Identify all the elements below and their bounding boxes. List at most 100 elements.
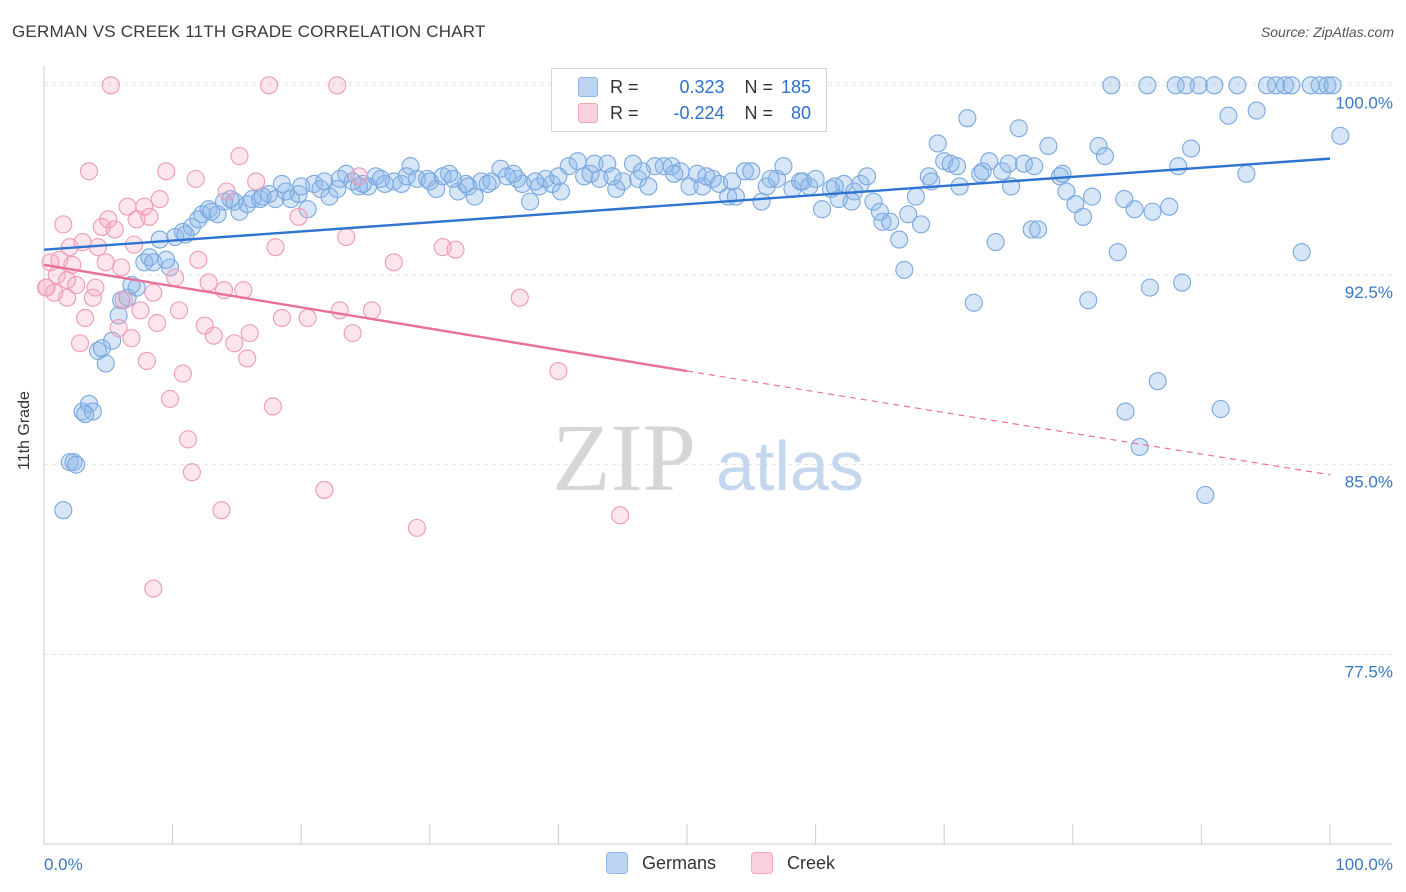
point-german [1102,76,1121,95]
point-german [742,162,761,181]
point-german [1247,101,1266,120]
point-german [986,233,1005,252]
point-german [1189,76,1208,95]
point-creek [157,162,176,181]
point-german [1182,139,1201,158]
point-german [1025,157,1044,176]
point-creek [330,301,349,320]
axes [43,66,1392,845]
point-german [1143,202,1162,221]
point-creek [189,250,208,269]
point-german [54,501,73,520]
point-german [857,167,877,186]
point-german [92,339,111,358]
point-creek [140,207,159,226]
chart-title: GERMAN VS CREEK 11TH GRADE CORRELATION C… [12,22,486,41]
point-german [549,167,568,186]
watermark: ZIP atlas [552,404,864,511]
point-german [1079,291,1098,310]
point-creek [186,169,205,188]
german-swatch [578,77,598,97]
point-german [906,187,925,206]
point-german [928,134,947,153]
point-german [199,200,218,219]
point-german [551,182,571,201]
point-german [1083,187,1102,206]
point-german [1074,207,1093,226]
point-creek [611,506,630,525]
point-german [1318,76,1337,95]
point-german [1130,437,1149,456]
point-german [1057,182,1076,201]
point-creek [549,362,568,381]
stats-legend: R = 0.323 N = 185 R = -0.224 N = 80 [551,68,827,132]
point-german [1275,76,1295,95]
x-tick-label-min: 0.0% [44,855,83,874]
point-german [276,182,295,201]
point-german [243,190,262,209]
creek-n-label: N = [744,102,774,123]
point-german [1176,76,1196,95]
point-german [397,167,416,186]
point-german [1138,76,1157,95]
point-german [315,172,334,191]
trend-line-creek-extension [686,370,1331,476]
creek-n-value: 80 [791,102,812,123]
point-german [890,230,909,249]
point-creek [112,258,131,277]
point-german [1022,220,1041,239]
point-creek [328,76,347,95]
point-german [1009,119,1028,138]
german-n-label: N = [744,76,774,97]
point-creek [510,288,529,307]
point-german [665,164,684,183]
point-german [1166,76,1185,95]
y-tick-label: 85.0% [1345,473,1393,492]
point-german [1029,220,1048,239]
point-german [1282,76,1301,95]
point-german [870,202,889,221]
point-german [964,293,983,312]
point-creek [230,147,249,166]
point-creek [70,334,90,353]
point-creek [315,480,334,499]
point-german [735,162,754,181]
point-creek [384,253,403,272]
y-axis-label: 11th Grade [16,391,33,470]
source-label: Source: ZipAtlas.com [1260,24,1394,40]
point-creek [135,197,154,216]
creek-r-value: -0.224 [673,102,725,123]
point-german [478,174,497,193]
point-german [76,405,95,424]
point-german [526,172,545,191]
german-r-label: R = [610,76,639,97]
trend-line-creek [43,263,688,373]
german-r-value: 0.323 [679,76,725,97]
creek-r-label: R = [610,102,639,123]
point-german [895,260,914,279]
legend-item-creek[interactable]: Creek [751,852,835,874]
point-german [726,187,745,206]
point-creek [101,76,120,95]
point-creek [199,273,218,292]
point-german [1310,76,1329,95]
legend-row-german: R = 0.323 N = 185 [578,74,811,100]
point-german [96,354,115,373]
point-creek [247,172,266,191]
legend-item-germans[interactable]: Germans [606,852,716,874]
series-creek [36,76,630,598]
series-germans [54,76,1350,520]
point-german [250,190,270,209]
point-creek [131,301,150,320]
trend-line-germans [43,157,1331,251]
point-creek [225,334,244,353]
point-german [825,177,844,196]
point-creek [263,397,282,416]
point-creek [195,316,214,335]
x-tick-label-max: 100.0% [1335,855,1393,874]
tick-labels: 77.5% 85.0% 92.5% 100.0% 0.0% 100.0% [44,93,1393,874]
point-creek [67,276,86,295]
point-german [418,169,437,188]
point-german [980,152,999,171]
